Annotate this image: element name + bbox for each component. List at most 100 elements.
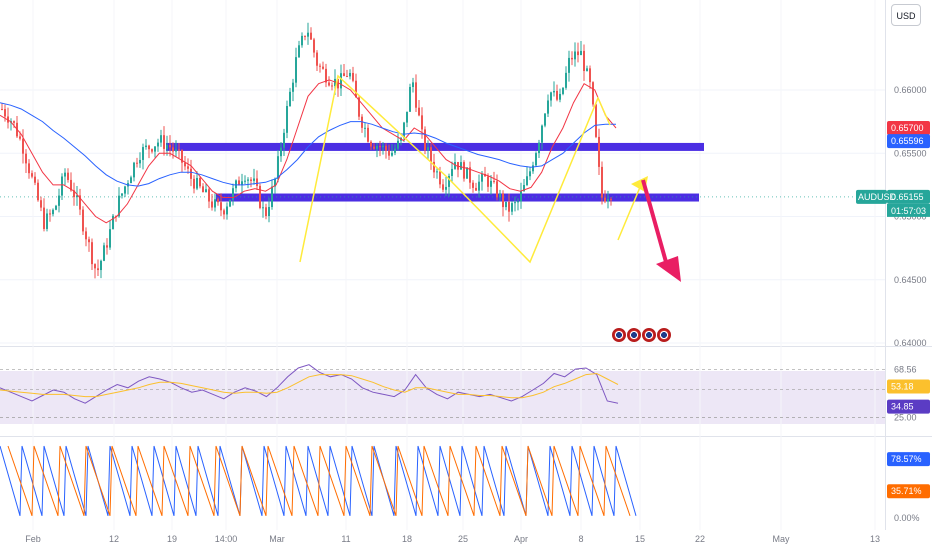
candle-body bbox=[70, 179, 72, 191]
candle-body bbox=[166, 144, 168, 149]
rsi-pane[interactable] bbox=[0, 364, 885, 418]
candle-body bbox=[535, 153, 537, 166]
price-tag-box bbox=[887, 452, 930, 467]
us-flag-icon[interactable] bbox=[627, 328, 641, 342]
candle-body bbox=[454, 162, 456, 169]
candle-body bbox=[58, 195, 60, 206]
candle-body bbox=[319, 65, 321, 67]
time-tick-label: 11 bbox=[341, 534, 350, 544]
candle-body bbox=[406, 111, 408, 123]
candle-body bbox=[352, 72, 354, 81]
candle-body bbox=[484, 174, 486, 177]
rsi-line bbox=[0, 364, 619, 404]
candle-body bbox=[424, 129, 426, 151]
candle-body bbox=[25, 153, 27, 164]
candle-body bbox=[202, 186, 204, 193]
candle-body bbox=[292, 82, 294, 92]
candle-body bbox=[343, 73, 345, 77]
candle-body bbox=[268, 206, 270, 217]
price-tag-label: 34.85 bbox=[891, 402, 914, 412]
currency-button[interactable]: USD bbox=[891, 4, 921, 26]
time-tick-label: 25 bbox=[458, 534, 468, 544]
us-flag-icon[interactable] bbox=[612, 328, 626, 342]
candle-body bbox=[478, 181, 480, 191]
candle-body bbox=[223, 210, 225, 215]
rsi-band bbox=[0, 371, 885, 424]
candle-body bbox=[496, 181, 498, 198]
candle-body bbox=[247, 179, 249, 181]
candle-body bbox=[280, 147, 282, 157]
candle-body bbox=[556, 90, 558, 100]
candle-body bbox=[28, 163, 30, 174]
candle-body bbox=[106, 245, 108, 248]
candle-body bbox=[472, 182, 474, 188]
candle-body bbox=[31, 173, 33, 177]
candle-body bbox=[277, 156, 279, 179]
candle-body bbox=[265, 207, 267, 217]
candle-body bbox=[271, 186, 273, 207]
candle-body bbox=[289, 91, 291, 107]
candle-body bbox=[235, 180, 237, 189]
candle-body bbox=[67, 172, 69, 180]
candle-body bbox=[238, 180, 240, 186]
candle-body bbox=[517, 201, 519, 203]
candle-body bbox=[553, 90, 555, 93]
candle-body bbox=[148, 145, 150, 150]
candle-body bbox=[214, 199, 216, 208]
price-tag-label: 53.18 bbox=[891, 382, 914, 392]
candle-body bbox=[244, 180, 246, 182]
candle-body bbox=[433, 161, 435, 173]
candle-body bbox=[199, 177, 201, 187]
price-tag-label: 78.57% bbox=[891, 454, 922, 464]
candle-body bbox=[403, 122, 405, 138]
candle-body bbox=[259, 185, 261, 208]
candle-body bbox=[538, 142, 540, 154]
candle-body bbox=[208, 189, 210, 202]
price-tag-box bbox=[887, 120, 930, 135]
candle-body bbox=[385, 145, 387, 151]
candle-body bbox=[487, 176, 489, 187]
time-tick-label: Feb bbox=[25, 534, 41, 544]
stochastic-pane[interactable] bbox=[0, 445, 637, 516]
candle-body bbox=[190, 168, 192, 179]
us-flag-icon[interactable] bbox=[642, 328, 656, 342]
candle-body bbox=[583, 50, 585, 72]
symbol-tag-label: AUDUSD bbox=[858, 192, 897, 202]
candle-body bbox=[481, 174, 483, 182]
candle-body bbox=[274, 178, 276, 187]
candle-body bbox=[79, 195, 81, 210]
candle-body bbox=[85, 231, 87, 240]
candle-body bbox=[589, 68, 591, 83]
candle-body bbox=[592, 82, 594, 105]
time-tick-label: Apr bbox=[514, 534, 528, 544]
candle-body bbox=[4, 109, 6, 117]
candle-body bbox=[97, 268, 99, 271]
candle-body bbox=[103, 245, 105, 261]
economic-events bbox=[612, 328, 671, 346]
candle-body bbox=[64, 172, 66, 177]
stoch-d-line bbox=[7, 445, 631, 516]
candle-body bbox=[526, 176, 528, 186]
candle-body bbox=[34, 176, 36, 183]
time-tick-label: 8 bbox=[578, 534, 583, 544]
candle-body bbox=[550, 92, 552, 101]
candle-body bbox=[136, 162, 138, 164]
candle-body bbox=[196, 177, 198, 189]
price-tick-label: 0.64500 bbox=[894, 275, 927, 285]
candle-body bbox=[229, 199, 231, 207]
candle-body bbox=[427, 147, 429, 151]
price-tick-label: 0.66000 bbox=[894, 85, 927, 95]
candle-body bbox=[451, 168, 453, 177]
us-flag-icon[interactable] bbox=[657, 328, 671, 342]
candle-body bbox=[121, 193, 123, 196]
candle-body bbox=[421, 115, 423, 130]
candle-body bbox=[571, 57, 573, 60]
rsi-ma-line bbox=[0, 372, 619, 399]
time-tick-label: 14:00 bbox=[215, 534, 238, 544]
candle-body bbox=[412, 82, 414, 88]
candle-body bbox=[46, 213, 48, 229]
rsi-level-label: 25.00 bbox=[894, 413, 917, 423]
candle-body bbox=[574, 51, 576, 60]
